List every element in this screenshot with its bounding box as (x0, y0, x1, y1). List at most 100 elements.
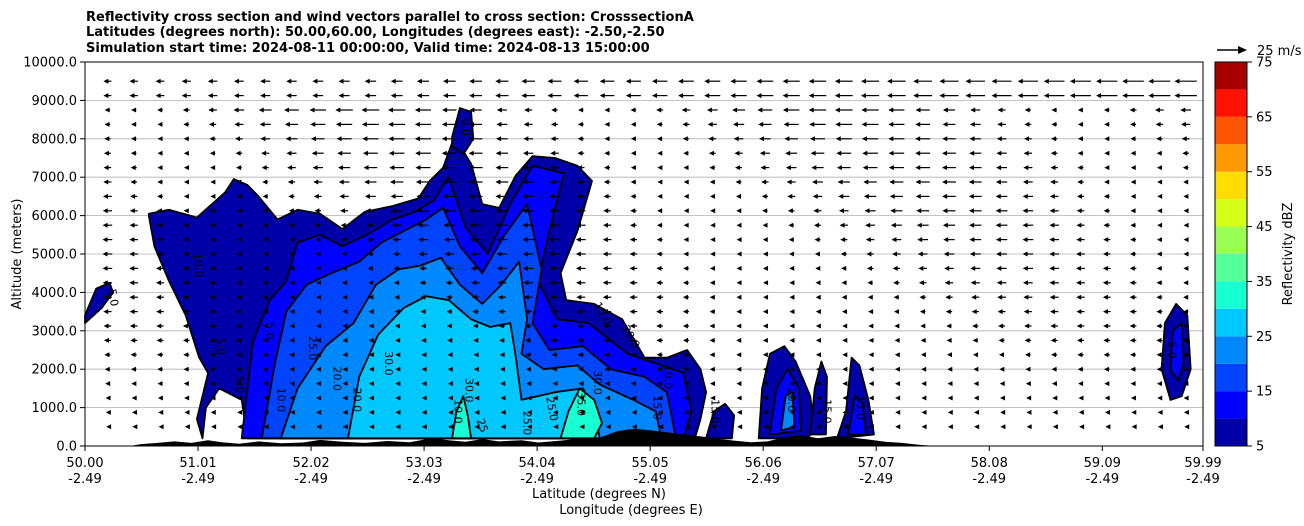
wind-vector (1051, 381, 1057, 387)
wind-vector (1103, 193, 1110, 199)
wind-vector (1104, 395, 1110, 401)
wind-vector (709, 294, 715, 300)
wind-vector (525, 352, 531, 358)
wind-vector (368, 381, 374, 387)
wind-vector (602, 237, 612, 243)
wind-vector (1079, 424, 1085, 430)
wind-vector (236, 337, 242, 343)
wind-vector (521, 78, 535, 84)
wind-vector (468, 136, 483, 142)
wind-vector (573, 93, 588, 99)
wind-vector (182, 265, 190, 271)
wind-vector (183, 208, 189, 214)
wind-vector (182, 280, 190, 286)
wind-vector (809, 121, 826, 127)
wind-vector (442, 78, 456, 84)
wind-vector (474, 424, 480, 430)
wind-vector (259, 121, 271, 127)
wind-vector (787, 193, 796, 199)
wind-vector (236, 395, 242, 401)
wind-vector (578, 366, 584, 372)
wind-vector (495, 93, 509, 99)
wind-vector (395, 409, 401, 415)
wind-vector (1026, 395, 1032, 401)
wind-vector (284, 107, 299, 113)
wind-vector (183, 121, 190, 127)
wind-vector (808, 93, 827, 99)
wind-vector (316, 366, 322, 372)
wind-vector (709, 265, 715, 271)
wind-vector (1129, 323, 1137, 329)
wind-vector (1077, 352, 1084, 358)
wind-vector (551, 352, 558, 358)
wind-vector (890, 222, 902, 228)
wind-vector (498, 323, 505, 329)
wind-vector (368, 280, 374, 286)
wind-vector (657, 208, 663, 214)
wind-vector (708, 150, 716, 156)
wind-vector (527, 424, 533, 430)
wind-vector (523, 280, 533, 286)
x-tick-label-lat-2: 52.02 (292, 456, 329, 471)
wind-vector (604, 107, 610, 113)
wind-vector (262, 193, 268, 199)
wind-vector (939, 78, 959, 84)
wind-vector (762, 337, 768, 343)
wind-vector (395, 337, 401, 343)
wind-vector (969, 237, 982, 243)
wind-vector (1130, 208, 1136, 214)
wind-vector (416, 193, 430, 199)
wind-vector (368, 337, 374, 343)
wind-vector (1000, 424, 1006, 430)
wind-vector (1156, 237, 1162, 243)
wind-vector (421, 337, 427, 343)
wind-vector (785, 150, 798, 156)
wind-vector (104, 366, 110, 372)
wind-vector (445, 280, 453, 286)
wind-vector (970, 107, 981, 113)
wind-vector (789, 381, 795, 387)
wind-vector (102, 280, 113, 286)
wind-vector (184, 424, 190, 430)
wind-vector (1183, 395, 1189, 401)
wind-vector (469, 121, 483, 127)
wind-vector (730, 78, 747, 84)
wind-vector (604, 121, 610, 127)
wind-vector (468, 179, 483, 185)
wind-vector (262, 337, 268, 343)
wind-vector (763, 409, 769, 415)
y-tick-label-7: 7000.0 (32, 171, 78, 186)
wind-vector (684, 409, 690, 415)
wind-vector (289, 237, 295, 243)
wind-vector (415, 165, 431, 171)
wind-vector (736, 352, 742, 358)
wind-vector (342, 424, 348, 430)
wind-vector (1157, 208, 1163, 214)
wind-vector (418, 237, 428, 243)
wind-vector (1076, 222, 1085, 228)
wind-vector (1130, 121, 1137, 127)
wind-vector (631, 424, 637, 430)
wind-vector (448, 424, 454, 430)
wind-vector (629, 280, 638, 286)
wind-vector (735, 179, 742, 185)
wind-vector (129, 208, 138, 214)
wind-vector (834, 107, 853, 113)
wind-vector (1183, 251, 1189, 257)
colorbar-segment-7 (1215, 226, 1247, 254)
wind-vector (604, 381, 610, 387)
wind-vector (552, 381, 558, 387)
wind-vector (316, 309, 322, 315)
wind-vector (868, 309, 874, 315)
wind-vector (895, 424, 901, 430)
wind-vector (965, 78, 986, 84)
wind-vector (368, 294, 374, 300)
wind-vector (419, 280, 427, 286)
wind-vector (441, 136, 457, 142)
wind-vector (973, 381, 979, 387)
wind-vector (709, 179, 715, 185)
wind-vector (997, 309, 1006, 315)
colorbar-frame (1214, 61, 1248, 447)
colorbar-segment-1 (1215, 391, 1247, 419)
wind-vector (442, 179, 457, 185)
